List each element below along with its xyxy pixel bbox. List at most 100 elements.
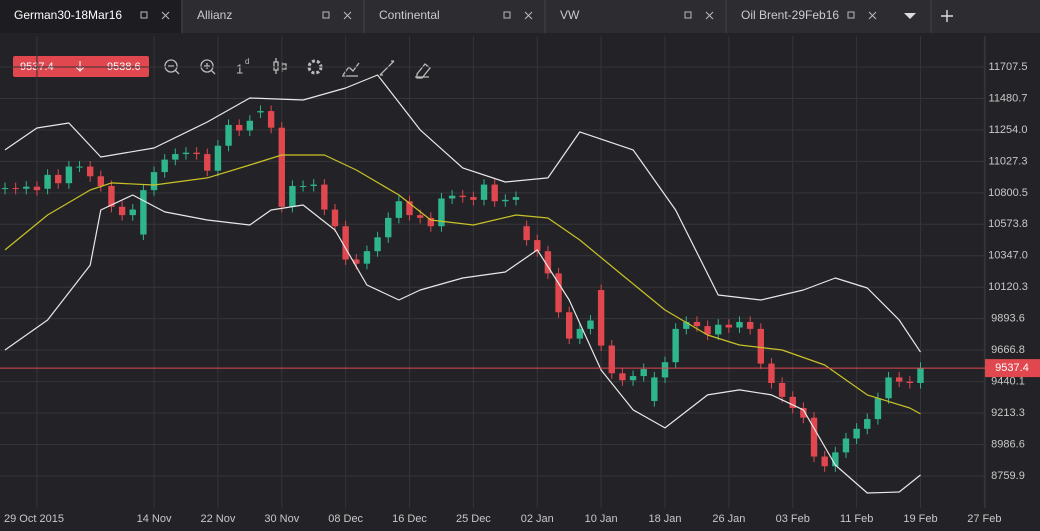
interval-unit[interactable]: d — [245, 57, 249, 66]
interval[interactable]: 1 — [236, 61, 243, 76]
popout-icon[interactable] — [322, 11, 330, 19]
candle-body — [150, 172, 158, 191]
candle-body — [97, 176, 104, 186]
tab-label[interactable]: German30-18Mar16 — [14, 8, 122, 22]
candle-body — [310, 184, 317, 186]
candle-body — [172, 154, 179, 160]
tab[interactable]: German30-18Mar16 — [14, 8, 170, 22]
tab[interactable]: Oil Brent-29Feb16 — [725, 0, 877, 33]
active-tab — [0, 0, 181, 33]
candle-body — [289, 185, 296, 207]
candle-body — [204, 154, 211, 171]
zoom-out[interactable] — [164, 59, 178, 73]
x-tick-label: 29 Oct 2015 — [4, 513, 64, 525]
y-tick-label: 10573.8 — [988, 218, 1028, 230]
candle-body — [842, 438, 850, 453]
tab-label[interactable]: VW — [560, 8, 580, 22]
candle-body — [832, 452, 839, 467]
candle-body — [129, 209, 136, 216]
candle-body — [374, 237, 381, 252]
candle-body — [810, 417, 818, 457]
draw-tool[interactable] — [379, 60, 395, 76]
popout-icon[interactable] — [140, 11, 148, 19]
y-tick-label: 11254.0 — [989, 124, 1028, 136]
candle-body — [395, 201, 403, 218]
candle-body — [257, 111, 264, 113]
add-tab[interactable] — [941, 10, 953, 22]
candle-body — [44, 174, 51, 189]
candle-body — [55, 174, 62, 184]
candle-body — [566, 312, 573, 339]
tab[interactable]: Allianz — [181, 0, 352, 33]
candle-body — [608, 345, 615, 374]
candle-body — [757, 328, 764, 364]
candle-body — [640, 369, 647, 377]
tab-label[interactable]: Continental — [379, 8, 440, 22]
eraser[interactable] — [415, 63, 431, 79]
candle-body — [800, 407, 807, 418]
candle-body — [225, 124, 232, 146]
tab[interactable]: VW — [544, 0, 714, 33]
candle-body — [544, 251, 552, 274]
tab-dropdown[interactable] — [904, 13, 916, 19]
popout-icon[interactable] — [503, 11, 511, 19]
x-tick-label: 16 Dec — [392, 513, 427, 525]
y-tick-label: 10800.5 — [988, 187, 1028, 199]
tab-label[interactable]: Allianz — [197, 8, 232, 22]
candle-body — [917, 368, 924, 383]
candle-body — [778, 382, 786, 397]
y-tick-label: 11027.3 — [989, 155, 1028, 167]
candle-body — [416, 215, 424, 218]
candle-body — [597, 290, 605, 346]
candle-body — [885, 377, 892, 399]
x-tick-label: 25 Dec — [456, 513, 491, 525]
candle-body — [715, 324, 722, 335]
candle-body — [108, 185, 115, 207]
candle-body — [331, 209, 339, 227]
band-line — [4, 194, 921, 494]
chart: 8759.9 8986.6 9213.3 9440.1 9666.8 9893.6 1012… — [0, 36, 1040, 525]
close-icon[interactable] — [868, 11, 877, 20]
close-icon[interactable] — [343, 11, 352, 20]
candle-body — [746, 321, 754, 329]
tab[interactable]: Continental — [363, 0, 533, 33]
candle-body — [491, 184, 498, 202]
y-tick-label: 11480.7 — [989, 92, 1028, 104]
candle-body — [736, 321, 743, 328]
candle-body — [523, 226, 530, 241]
candle-body — [864, 419, 871, 429]
candle-body — [576, 328, 584, 339]
y-tick-label: 9666.8 — [991, 344, 1025, 356]
candle-body — [534, 240, 541, 252]
close-icon[interactable] — [705, 11, 714, 20]
candle-body — [906, 381, 914, 383]
y-tick-label: 11707.5 — [989, 61, 1028, 73]
candle-body — [683, 321, 690, 329]
popout-icon[interactable] — [684, 11, 692, 19]
x-tick-label: 26 Jan — [712, 513, 745, 525]
popout-icon[interactable] — [847, 11, 855, 19]
x-tick-label: 10 Jan — [585, 513, 618, 525]
x-tick-label: 27 Feb — [967, 513, 1001, 525]
close-icon[interactable] — [161, 11, 170, 20]
tab-label[interactable]: Oil Brent-29Feb16 — [741, 8, 839, 22]
candle-body — [214, 145, 222, 171]
candle-body — [821, 456, 828, 467]
x-tick-label: 02 Jan — [521, 513, 554, 525]
candle-body — [725, 324, 733, 328]
candle-body — [470, 197, 477, 200]
candle-body — [76, 166, 83, 168]
candle-body — [236, 124, 243, 131]
quote-box[interactable] — [13, 56, 149, 77]
band-line — [4, 74, 921, 353]
x-tick-label: 30 Nov — [264, 513, 299, 525]
candle-body — [651, 377, 658, 402]
candle-body — [438, 198, 445, 227]
zoom-in[interactable] — [200, 59, 214, 73]
close-icon[interactable] — [524, 11, 533, 20]
candle-body — [619, 373, 626, 381]
y-tick-label: 9893.6 — [991, 313, 1025, 325]
candle-body — [246, 120, 254, 131]
last-price-label: 9537.4 — [995, 362, 1029, 374]
